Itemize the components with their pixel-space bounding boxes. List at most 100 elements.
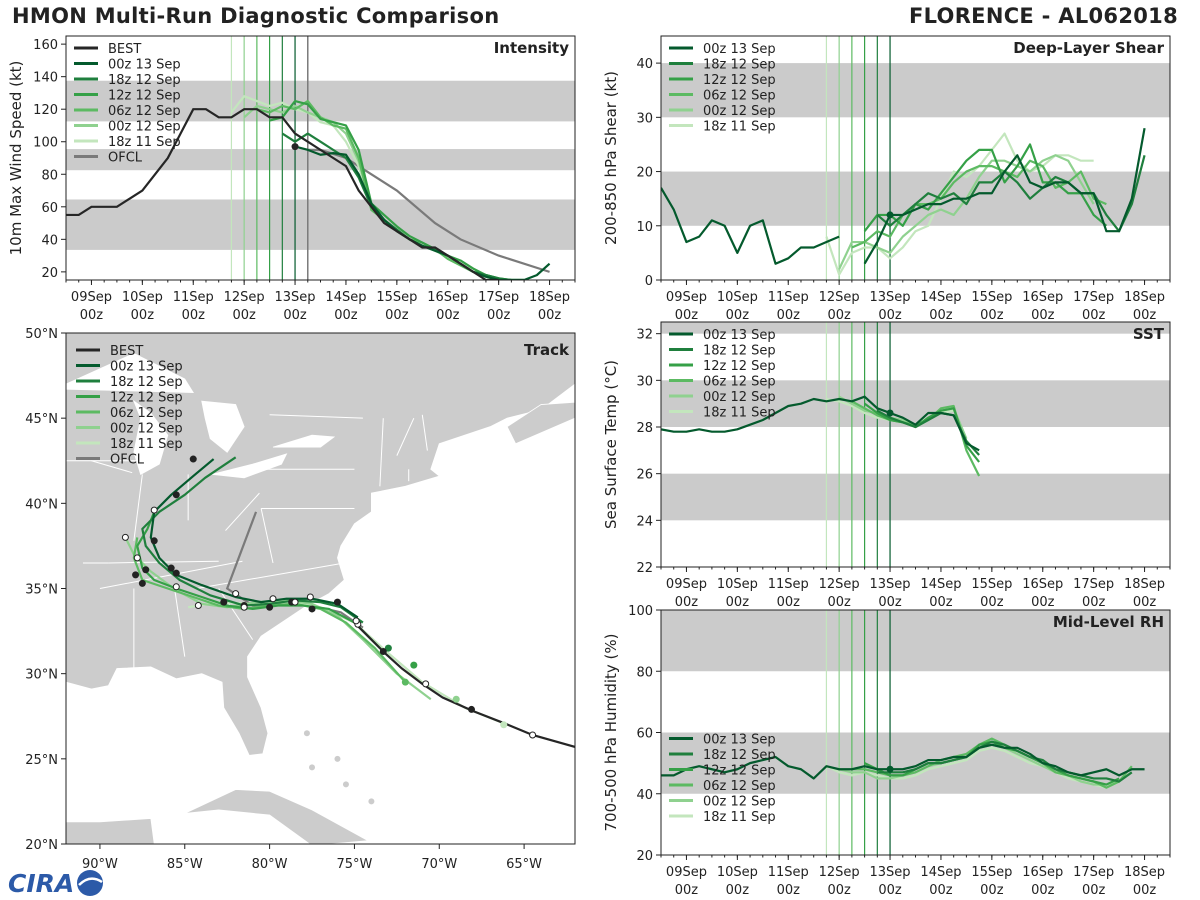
x-tick-label: 13Sep bbox=[870, 290, 911, 305]
track-point-open bbox=[306, 593, 314, 601]
state-border bbox=[174, 588, 186, 657]
map-group bbox=[66, 333, 575, 881]
shade-band bbox=[661, 610, 1170, 672]
x-tick-sublabel: 00z bbox=[182, 308, 206, 323]
state-border bbox=[396, 417, 415, 456]
legend-label: 18z 12 Sep bbox=[703, 58, 776, 73]
legend-label: 18z 12 Sep bbox=[703, 748, 776, 763]
x-tick-sublabel: 00z bbox=[777, 883, 801, 898]
legend-label: 18z 12 Sep bbox=[110, 375, 183, 390]
lake-erie bbox=[211, 453, 288, 479]
land-yucatan bbox=[66, 818, 155, 844]
lat-tick-label: 50°N bbox=[25, 327, 58, 342]
shade-band bbox=[661, 322, 1170, 334]
x-tick-sublabel: 00z bbox=[980, 595, 1004, 610]
y-tick-label: 0 bbox=[645, 274, 653, 289]
y-axis-label: 200-850 hPa Shear (kt) bbox=[602, 71, 620, 245]
x-tick-label: 17Sep bbox=[1073, 865, 1114, 880]
series-line-0 bbox=[294, 145, 551, 280]
x-tick-sublabel: 00z bbox=[487, 308, 511, 323]
track-point-open bbox=[133, 554, 141, 562]
track-point-open bbox=[352, 617, 360, 625]
lake-huron bbox=[201, 400, 245, 453]
x-tick-sublabel: 00z bbox=[827, 595, 851, 610]
x-tick-sublabel: 00z bbox=[1133, 595, 1157, 610]
x-tick-sublabel: 00z bbox=[385, 308, 409, 323]
panel-title: Mid-Level RH bbox=[1053, 613, 1164, 631]
track-point-filled bbox=[172, 491, 180, 499]
y-tick-label: 20 bbox=[41, 266, 58, 281]
best-track bbox=[353, 621, 575, 748]
track-point-filled bbox=[150, 537, 158, 545]
y-tick-label: 100 bbox=[628, 604, 653, 619]
page-title: HMON Multi-Run Diagnostic Comparison bbox=[12, 4, 500, 28]
track-point-colored bbox=[452, 695, 460, 703]
track-point-filled bbox=[468, 705, 476, 713]
y-tick-label: 28 bbox=[636, 421, 653, 436]
track-point-filled bbox=[167, 564, 175, 572]
land-north-america bbox=[66, 333, 575, 756]
legend-label: 18z 12 Sep bbox=[703, 344, 776, 359]
x-tick-sublabel: 00z bbox=[980, 883, 1004, 898]
legend-label: 00z 12 Sep bbox=[703, 795, 776, 810]
x-tick-label: 12Sep bbox=[819, 577, 860, 592]
x-tick-label: 18Sep bbox=[529, 290, 570, 305]
lat-tick-label: 30°N bbox=[25, 668, 58, 683]
x-tick-label: 09Sep bbox=[666, 865, 707, 880]
x-tick-label: 17Sep bbox=[478, 290, 519, 305]
x-tick-sublabel: 00z bbox=[1082, 595, 1106, 610]
land-jamaica bbox=[298, 871, 332, 881]
shade-band bbox=[66, 199, 575, 250]
intensity-panel: 20 40 60 80 100 120 140 160 09Sep 00z 10Sep 00z 11Se… bbox=[7, 35, 576, 323]
x-tick-sublabel: 00z bbox=[1031, 883, 1055, 898]
y-axis-label: 10m Max Wind Speed (kt) bbox=[7, 61, 25, 256]
y-tick-label: 60 bbox=[41, 201, 58, 216]
legend-label: 12z 12 Sep bbox=[703, 359, 776, 374]
logo-globe bbox=[77, 870, 103, 896]
legend-label: 18z 11 Sep bbox=[703, 120, 776, 135]
lake-ontario bbox=[272, 434, 336, 448]
x-tick-label: 15Sep bbox=[971, 290, 1012, 305]
x-tick-label: 14Sep bbox=[920, 577, 961, 592]
series-line-5 bbox=[825, 132, 1094, 276]
x-tick-sublabel: 00z bbox=[1082, 308, 1106, 323]
lake-michigan bbox=[132, 400, 169, 475]
x-tick-sublabel: 00z bbox=[1133, 308, 1157, 323]
x-tick-sublabel: 00z bbox=[777, 595, 801, 610]
x-tick-sublabel: 00z bbox=[726, 595, 750, 610]
y-tick-label: 40 bbox=[636, 57, 653, 72]
x-tick-label: 16Sep bbox=[1022, 865, 1063, 880]
y-tick-label: 20 bbox=[636, 166, 653, 181]
legend-label: 12z 12 Sep bbox=[703, 764, 776, 779]
x-tick-label: 12Sep bbox=[819, 290, 860, 305]
x-tick-label: 10Sep bbox=[122, 290, 163, 305]
state-border bbox=[269, 414, 363, 419]
track-point-open bbox=[194, 602, 202, 610]
track-point-filled bbox=[172, 569, 180, 577]
state-border bbox=[225, 492, 260, 531]
x-tick-sublabel: 00z bbox=[436, 308, 460, 323]
shear-panel: 0 10 20 30 40 09Sep 00z 10Sep 00z 11Sep 00z 12Sep 00… bbox=[602, 35, 1171, 323]
series-line-0 bbox=[863, 127, 1146, 265]
lat-tick-label: 25°N bbox=[25, 753, 58, 768]
x-tick-label: 10Sep bbox=[717, 865, 758, 880]
legend-label: 12z 12 Sep bbox=[703, 73, 776, 88]
track-panel: 90°W 85°W 80°W 75°W 70°W 65°W 20°N 25°N 30°N 35°N… bbox=[25, 327, 576, 881]
track-point-open bbox=[529, 731, 537, 739]
land-nova-scotia bbox=[506, 401, 575, 445]
y-tick-label: 80 bbox=[41, 168, 58, 183]
y-tick-label: 32 bbox=[636, 328, 653, 343]
lon-tick-label: 65°W bbox=[506, 857, 542, 872]
legend-label: 18z 11 Sep bbox=[703, 406, 776, 421]
cira-logo: CIRA bbox=[8, 869, 103, 898]
x-tick-sublabel: 00z bbox=[878, 308, 902, 323]
legend-label: 00z 13 Sep bbox=[703, 328, 776, 343]
land-bahamas bbox=[303, 730, 310, 737]
track-point-open bbox=[269, 595, 277, 603]
lon-tick-label: 75°W bbox=[336, 857, 372, 872]
x-tick-label: 15Sep bbox=[971, 865, 1012, 880]
x-tick-sublabel: 00z bbox=[675, 883, 699, 898]
land-bahamas bbox=[334, 755, 341, 762]
shear-series-group bbox=[661, 127, 1146, 276]
state-border bbox=[91, 460, 133, 474]
